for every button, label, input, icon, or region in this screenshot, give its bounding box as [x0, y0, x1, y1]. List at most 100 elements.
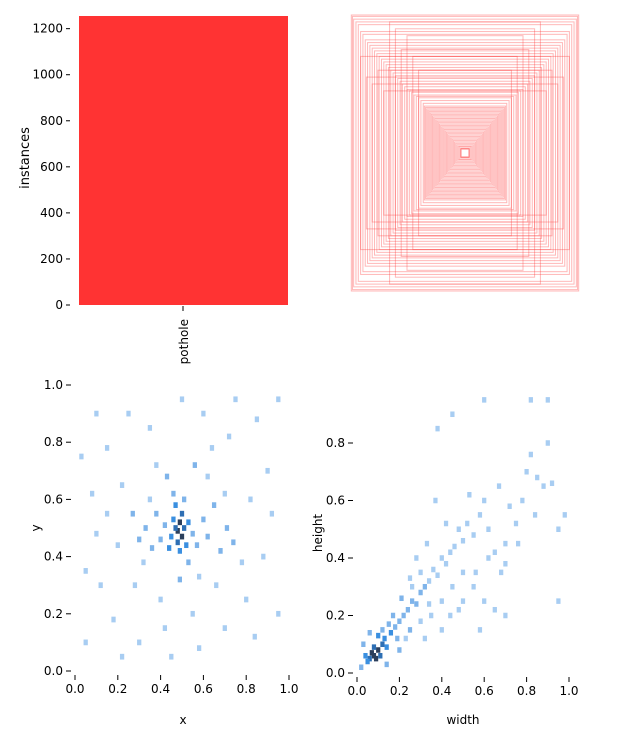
bbox [404, 86, 526, 220]
heat-cell [492, 606, 497, 613]
bbox [429, 112, 501, 194]
y-tick-label: 0.4 [326, 551, 345, 565]
heat-cell [79, 453, 84, 460]
heat-cell [367, 629, 372, 636]
bbox [367, 42, 563, 264]
heat-cell [503, 612, 508, 619]
y-tick-label: 0 [55, 298, 63, 312]
heat-cell [477, 627, 483, 633]
heat-cell [104, 445, 110, 451]
bbox [450, 137, 480, 169]
heat-cell [465, 520, 470, 527]
heat-cell [393, 624, 398, 630]
heat-cell [378, 652, 383, 659]
y-tick-label: 0.8 [44, 435, 63, 449]
heat-cell [513, 520, 519, 527]
bbox [443, 129, 487, 177]
bbox [432, 115, 498, 191]
heat-cell [405, 606, 410, 613]
bbox [440, 124, 490, 182]
bbox [394, 28, 536, 278]
bbox [457, 145, 473, 161]
heat-cell [452, 543, 457, 550]
heat-cell [414, 601, 419, 607]
heat-cell [182, 496, 187, 503]
heat-cell [482, 397, 487, 403]
heat-cell [115, 542, 120, 549]
bbox [451, 138, 479, 168]
heat-cell [443, 520, 449, 527]
heat-cell [186, 559, 191, 566]
wh-ylabel: height [311, 514, 325, 553]
heat-cell [556, 526, 561, 533]
heat-cell [158, 596, 163, 603]
heat-cell [397, 647, 402, 653]
heat-cell [399, 595, 404, 602]
y-tick-label: 0.6 [44, 492, 63, 506]
heat-cell [467, 491, 472, 498]
bbox [378, 55, 552, 251]
heat-cell [418, 569, 423, 576]
heat-cell [460, 537, 466, 544]
bbox [420, 100, 510, 206]
y-tick-label: 800 [40, 114, 63, 128]
wh-xlabel: width [446, 713, 479, 727]
heat-cell [104, 510, 110, 517]
heat-cell [190, 610, 195, 617]
heat-cell [130, 510, 135, 517]
bbox [362, 33, 568, 273]
heat-cell [214, 582, 219, 589]
heat-cell [173, 502, 178, 508]
heat-cell [179, 533, 185, 540]
heat-cell [395, 635, 400, 642]
bbox [369, 44, 561, 262]
heat-cell [528, 397, 533, 403]
heat-cell [98, 582, 103, 589]
bbox [364, 39, 566, 267]
heat-cell [132, 582, 138, 589]
heat-cell [549, 480, 555, 487]
x-tick-label: 0.8 [237, 682, 256, 696]
x-tick-label: 1.0 [279, 682, 298, 696]
bbox [459, 147, 471, 159]
bbox [418, 69, 512, 237]
heat-cell [137, 536, 142, 543]
x-tick-label: 0.4 [151, 682, 170, 696]
bbox [413, 94, 517, 212]
heat-cell [194, 542, 200, 549]
heat-cell [492, 549, 497, 556]
bbox [406, 35, 524, 271]
bbox [360, 31, 570, 275]
heat-cell [167, 545, 172, 551]
bbox [430, 113, 500, 193]
heat-cell [456, 606, 461, 613]
heat-cell [556, 598, 561, 604]
bbox [455, 142, 475, 164]
heat-cell [403, 635, 408, 642]
bar-category-label: pothole [177, 319, 191, 364]
heat-cell [177, 519, 182, 526]
x-tick-label: 0.4 [432, 684, 451, 698]
heat-cell [418, 589, 423, 596]
heat-cell [192, 462, 197, 468]
heat-cell [158, 536, 163, 543]
heat-cell [119, 653, 125, 660]
bbox [425, 106, 505, 200]
bbox [441, 126, 489, 180]
bbox [428, 111, 502, 195]
bbox-center [460, 148, 470, 158]
heat-cell [265, 467, 270, 474]
bbox [376, 53, 554, 253]
bbox [456, 144, 474, 162]
bbox [371, 47, 559, 259]
heat-cell [435, 425, 440, 432]
bbox [445, 131, 485, 175]
bbox [389, 21, 541, 285]
y-tick-label: 1.0 [44, 378, 63, 392]
heat-cell [410, 583, 415, 590]
instances-ylabel: instances [18, 127, 33, 189]
y-tick-label: 600 [40, 160, 63, 174]
heat-cell [410, 598, 415, 604]
heat-cell [450, 583, 455, 590]
heat-cell [205, 533, 210, 540]
